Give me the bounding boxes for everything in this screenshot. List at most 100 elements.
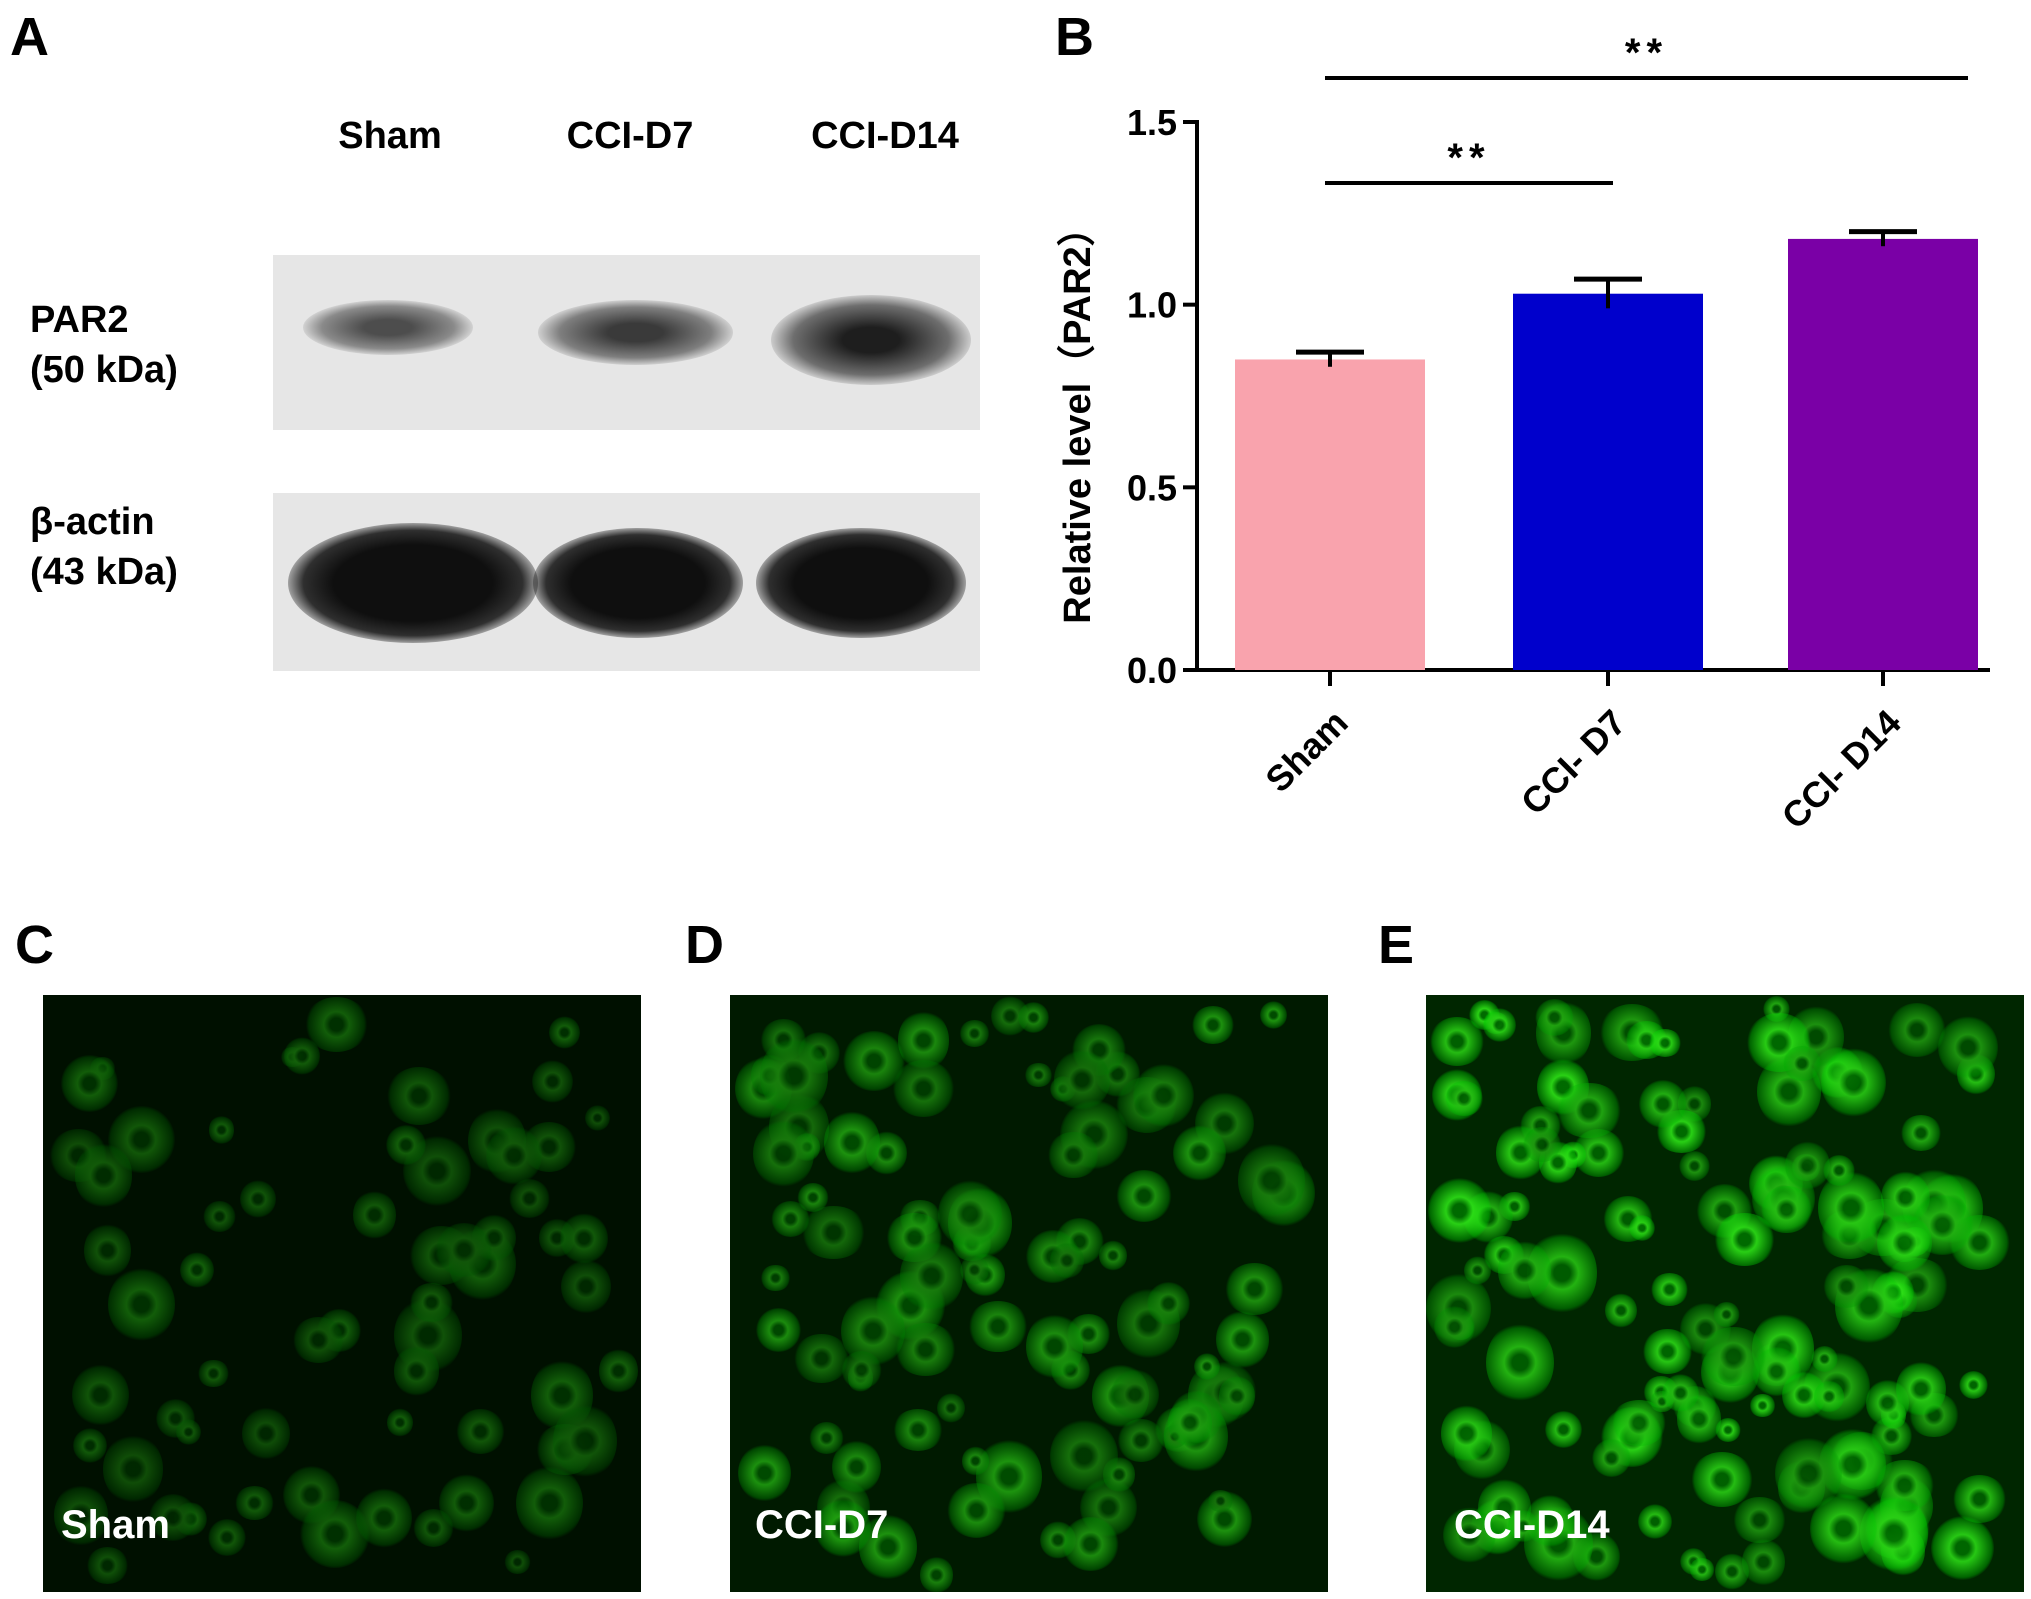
fluorescent-cell — [1485, 1321, 1555, 1404]
micrograph-cci-d7: CCI-D7 — [730, 995, 1328, 1592]
fluorescent-cell — [584, 1104, 610, 1132]
fluorescent-cell — [355, 1488, 412, 1548]
fluorescent-cell — [1049, 1242, 1085, 1279]
fluorescent-cell — [1545, 1411, 1582, 1448]
fluorescent-cell — [1742, 1538, 1785, 1586]
fluorescent-cell — [759, 1035, 828, 1116]
fluorescent-cell — [1062, 1516, 1119, 1571]
fluorescent-cell — [1610, 1400, 1668, 1447]
fluorescent-cell — [1434, 1306, 1476, 1349]
fluorescent-cell — [1638, 1080, 1687, 1129]
fluorescent-cell — [1810, 1346, 1838, 1373]
row-label-par2: PAR2 (50 kDa) — [30, 295, 178, 395]
bar — [1513, 293, 1703, 670]
fluorescent-cell — [1662, 1374, 1700, 1413]
fluorescent-cell — [386, 1408, 413, 1438]
fluorescent-cell — [1760, 1185, 1814, 1234]
fluorescent-cell — [1930, 1516, 1994, 1581]
x-tick-label: Sham — [1257, 702, 1355, 800]
fluorescent-cell — [831, 1439, 881, 1495]
fluorescent-cell — [561, 1258, 612, 1315]
fluorescent-cell — [1427, 1178, 1491, 1243]
row-label-actin: β-actin (43 kDa) — [30, 497, 178, 597]
fluorescent-cell — [208, 1115, 234, 1145]
fluorescent-cell — [242, 1407, 291, 1461]
fluorescent-cell — [1117, 1419, 1165, 1462]
fluorescent-cell — [756, 1308, 802, 1353]
fluorescent-cell — [1823, 1264, 1870, 1309]
fluorescent-cell — [1821, 1047, 1886, 1118]
x-tick-label: CCI- D7 — [1513, 702, 1634, 823]
fluorescent-cell — [1482, 1008, 1517, 1042]
fluorescent-cell — [516, 1464, 583, 1542]
fluorescent-cell — [409, 1282, 455, 1322]
y-axis-label: Relative level（PAR2） — [1057, 208, 1099, 623]
fluorescent-cell — [962, 1446, 990, 1476]
micrograph-cci-d14: CCI-D14 — [1426, 995, 2024, 1592]
fluorescent-cell — [1237, 1141, 1305, 1220]
fluorescent-cell — [1592, 1438, 1631, 1477]
row-label-actin-size: (43 kDa) — [30, 551, 178, 593]
fluorescent-cell — [1604, 1292, 1637, 1328]
fluorescent-cell — [1260, 1001, 1287, 1029]
fluorescent-cell — [208, 1518, 247, 1556]
panel-letter-e: E — [1378, 915, 1415, 975]
row-label-par2-size: (50 kDa) — [30, 349, 178, 391]
fluorescent-cell — [1888, 1002, 1946, 1057]
fluorescent-cell — [793, 1333, 850, 1383]
band-par2-cci-d14 — [771, 295, 971, 385]
fluorescent-cell — [1712, 1301, 1741, 1327]
fluorescent-cell — [1938, 1015, 1998, 1080]
fluorescent-cell — [352, 1189, 397, 1240]
fluorescent-cell — [1206, 1490, 1235, 1513]
fluorescent-cell — [291, 1317, 346, 1364]
fluorescent-cell — [1714, 1418, 1742, 1443]
fluorescent-cell — [1689, 1557, 1715, 1581]
fluorescent-cell — [560, 1212, 608, 1265]
significance-label: ** — [1625, 31, 1668, 75]
fluorescent-cell — [1026, 1312, 1084, 1381]
fluorescent-cell — [508, 1179, 551, 1219]
fluorescent-cell — [74, 1142, 133, 1209]
fluorescent-cell — [86, 1546, 130, 1584]
fluorescent-cell — [598, 1347, 638, 1395]
fluorescent-cell — [203, 1200, 236, 1232]
fluorescent-cell — [1814, 1380, 1845, 1413]
band-actin-sham — [288, 523, 538, 643]
fluorescent-cell — [60, 1054, 118, 1112]
fluorescent-cell — [760, 1264, 791, 1292]
fluorescent-cell — [1749, 1393, 1777, 1418]
fluorescent-cell — [1678, 1150, 1711, 1182]
fluorescent-cell — [1641, 1328, 1694, 1375]
fluorescent-cell — [1443, 1506, 1497, 1563]
fluorescent-cell — [1215, 1310, 1269, 1369]
fluorescent-cell — [1132, 1063, 1195, 1128]
fluorescent-cell — [455, 1408, 505, 1455]
blot-actin — [273, 493, 980, 671]
fluorescent-cell — [1689, 1451, 1755, 1507]
panel-letter-a: A — [10, 7, 49, 67]
fluorescent-cell — [1444, 1080, 1484, 1116]
fluorescent-cell — [1508, 1509, 1539, 1544]
fluorescent-cell — [959, 1254, 989, 1286]
fluorescent-cell — [1649, 1272, 1690, 1307]
bar-chart: 0.0 0.5 1.0 1.5 Relative level（PAR2） Sham CCI-… — [1057, 31, 1990, 837]
fluorescent-cell — [959, 1020, 991, 1047]
fluorescent-cell — [386, 1066, 453, 1126]
fluorescent-cell — [1877, 1212, 1933, 1273]
fluorescent-cell — [737, 1443, 791, 1503]
lane-label-cci-d14: CCI-D14 — [811, 115, 959, 157]
fluorescent-cell — [239, 1180, 277, 1218]
fluorescent-cell — [1098, 1240, 1127, 1271]
fluorescent-cell — [1822, 1155, 1855, 1187]
fluorescent-cell — [1173, 1125, 1226, 1181]
fluorescent-cell — [1521, 1127, 1563, 1163]
fluorescent-cell — [1190, 1006, 1236, 1045]
fluorescent-cell — [1194, 1353, 1221, 1380]
fluorescent-cell — [175, 1418, 201, 1446]
fluorescent-cell — [1555, 1082, 1623, 1139]
fluorescent-cell — [1049, 1419, 1118, 1494]
fluorescent-cell — [1147, 1282, 1190, 1326]
band-actin-cci-d14 — [756, 528, 966, 638]
fluorescent-cell — [899, 1239, 964, 1312]
